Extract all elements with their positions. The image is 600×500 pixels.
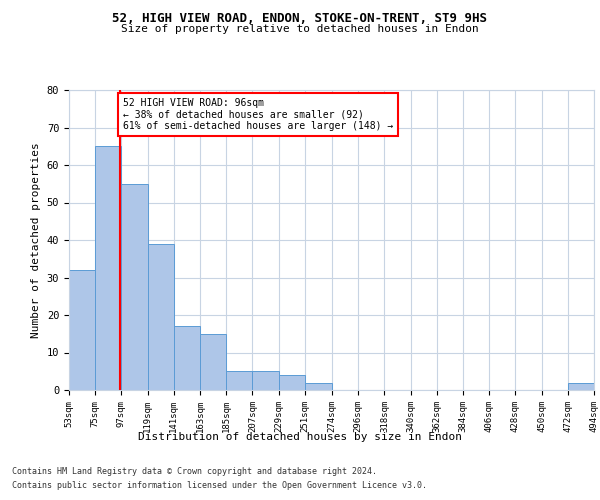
- Text: Size of property relative to detached houses in Endon: Size of property relative to detached ho…: [121, 24, 479, 34]
- Bar: [226, 371, 253, 390]
- Bar: [253, 371, 278, 390]
- Text: Contains public sector information licensed under the Open Government Licence v3: Contains public sector information licen…: [12, 481, 427, 490]
- Text: Contains HM Land Registry data © Crown copyright and database right 2024.: Contains HM Land Registry data © Crown c…: [12, 468, 377, 476]
- Bar: [174, 326, 200, 390]
- Text: 52, HIGH VIEW ROAD, ENDON, STOKE-ON-TRENT, ST9 9HS: 52, HIGH VIEW ROAD, ENDON, STOKE-ON-TREN…: [113, 12, 487, 26]
- Bar: [95, 146, 121, 390]
- Text: 52 HIGH VIEW ROAD: 96sqm
← 38% of detached houses are smaller (92)
61% of semi-d: 52 HIGH VIEW ROAD: 96sqm ← 38% of detach…: [122, 98, 393, 130]
- Bar: [568, 382, 594, 390]
- Bar: [278, 375, 305, 390]
- Bar: [200, 334, 226, 390]
- Bar: [69, 270, 95, 390]
- Bar: [305, 382, 332, 390]
- Bar: [121, 184, 148, 390]
- Y-axis label: Number of detached properties: Number of detached properties: [31, 142, 41, 338]
- Text: Distribution of detached houses by size in Endon: Distribution of detached houses by size …: [138, 432, 462, 442]
- Bar: [148, 244, 174, 390]
